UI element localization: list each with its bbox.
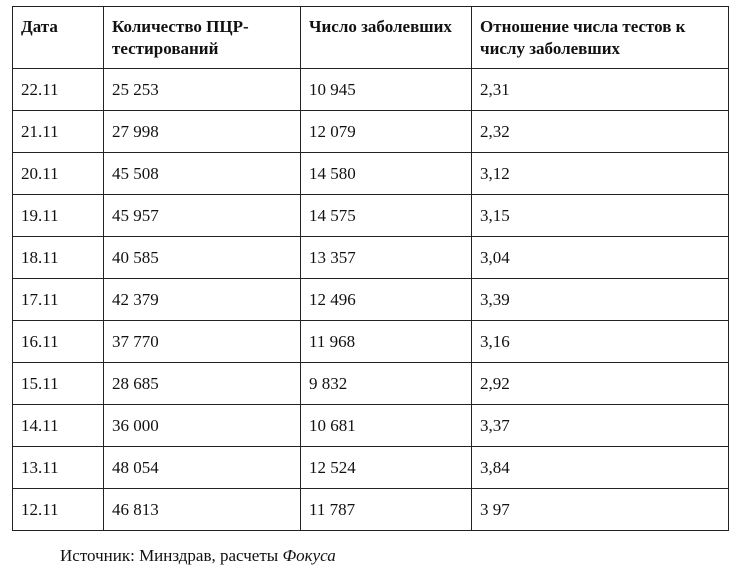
cell-pcr-tests: 27 998 bbox=[103, 110, 301, 153]
cell-cases: 11 787 bbox=[300, 488, 472, 531]
cell-cases: 10 681 bbox=[300, 404, 472, 447]
source-note: Источник: Минздрав, расчеты Фокуса bbox=[60, 545, 336, 567]
source-emphasis: Фокуса bbox=[282, 546, 336, 565]
header-cases: Число заболевших bbox=[300, 6, 472, 69]
cell-pcr-tests: 37 770 bbox=[103, 320, 301, 363]
cell-cases: 14 580 bbox=[300, 152, 472, 195]
table-row: 14.11 36 000 10 681 3,37 bbox=[12, 404, 729, 447]
cell-pcr-tests: 36 000 bbox=[103, 404, 301, 447]
cell-ratio: 3 97 bbox=[471, 488, 729, 531]
cell-date: 22.11 bbox=[12, 68, 104, 111]
cell-cases: 13 357 bbox=[300, 236, 472, 279]
table-row: 16.11 37 770 11 968 3,16 bbox=[12, 320, 729, 363]
cell-date: 12.11 bbox=[12, 488, 104, 531]
table-row: 18.11 40 585 13 357 3,04 bbox=[12, 236, 729, 279]
cell-cases: 12 524 bbox=[300, 446, 472, 489]
cell-ratio: 3,12 bbox=[471, 152, 729, 195]
table-body: 22.11 25 253 10 945 2,31 21.11 27 998 12 079 2,… bbox=[12, 68, 729, 531]
cell-date: 20.11 bbox=[12, 152, 104, 195]
cell-cases: 12 079 bbox=[300, 110, 472, 153]
cell-ratio: 2,92 bbox=[471, 362, 729, 405]
covid-tests-table: Дата Количество ПЦР-тестирований Число з… bbox=[12, 6, 729, 531]
cell-date: 14.11 bbox=[12, 404, 104, 447]
table-header: Дата Количество ПЦР-тестирований Число з… bbox=[12, 6, 729, 69]
cell-date: 18.11 bbox=[12, 236, 104, 279]
cell-ratio: 3,37 bbox=[471, 404, 729, 447]
cell-ratio: 3,16 bbox=[471, 320, 729, 363]
cell-pcr-tests: 25 253 bbox=[103, 68, 301, 111]
table-row: 17.11 42 379 12 496 3,39 bbox=[12, 278, 729, 321]
cell-cases: 9 832 bbox=[300, 362, 472, 405]
cell-date: 17.11 bbox=[12, 278, 104, 321]
cell-ratio: 3,39 bbox=[471, 278, 729, 321]
cell-date: 21.11 bbox=[12, 110, 104, 153]
table-row: 15.11 28 685 9 832 2,92 bbox=[12, 362, 729, 405]
table-row: 19.11 45 957 14 575 3,15 bbox=[12, 194, 729, 237]
table-row: 20.11 45 508 14 580 3,12 bbox=[12, 152, 729, 195]
cell-ratio: 3,15 bbox=[471, 194, 729, 237]
table-row: 22.11 25 253 10 945 2,31 bbox=[12, 68, 729, 111]
header-pcr-tests: Количество ПЦР-тестирований bbox=[103, 6, 301, 69]
cell-pcr-tests: 45 508 bbox=[103, 152, 301, 195]
cell-date: 19.11 bbox=[12, 194, 104, 237]
table-container: Дата Количество ПЦР-тестирований Число з… bbox=[12, 6, 729, 531]
header-row: Дата Количество ПЦР-тестирований Число з… bbox=[12, 6, 729, 69]
cell-cases: 12 496 bbox=[300, 278, 472, 321]
cell-date: 13.11 bbox=[12, 446, 104, 489]
header-ratio: Отношение числа тестов к числу заболевши… bbox=[471, 6, 729, 69]
table-row: 21.11 27 998 12 079 2,32 bbox=[12, 110, 729, 153]
cell-cases: 14 575 bbox=[300, 194, 472, 237]
source-prefix: Источник: Минздрав, расчеты bbox=[60, 546, 283, 565]
cell-pcr-tests: 28 685 bbox=[103, 362, 301, 405]
cell-pcr-tests: 48 054 bbox=[103, 446, 301, 489]
cell-ratio: 2,31 bbox=[471, 68, 729, 111]
cell-date: 16.11 bbox=[12, 320, 104, 363]
cell-pcr-tests: 45 957 bbox=[103, 194, 301, 237]
cell-ratio: 3,04 bbox=[471, 236, 729, 279]
header-date: Дата bbox=[12, 6, 104, 69]
cell-pcr-tests: 42 379 bbox=[103, 278, 301, 321]
cell-pcr-tests: 40 585 bbox=[103, 236, 301, 279]
cell-pcr-tests: 46 813 bbox=[103, 488, 301, 531]
cell-date: 15.11 bbox=[12, 362, 104, 405]
cell-cases: 10 945 bbox=[300, 68, 472, 111]
table-row: 12.11 46 813 11 787 3 97 bbox=[12, 488, 729, 531]
cell-ratio: 2,32 bbox=[471, 110, 729, 153]
cell-ratio: 3,84 bbox=[471, 446, 729, 489]
table-row: 13.11 48 054 12 524 3,84 bbox=[12, 446, 729, 489]
cell-cases: 11 968 bbox=[300, 320, 472, 363]
